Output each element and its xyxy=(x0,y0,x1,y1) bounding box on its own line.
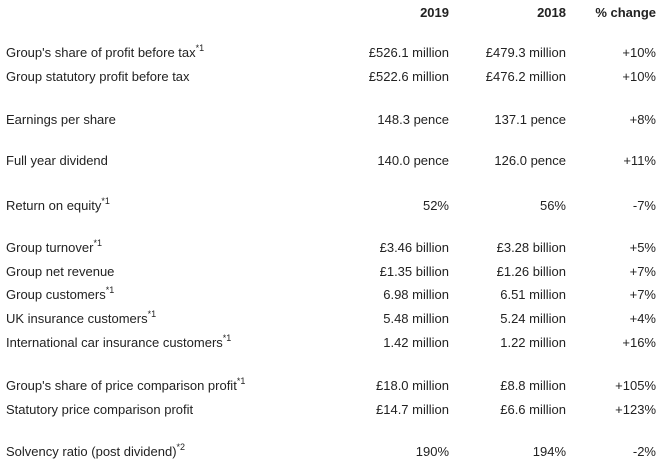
value-2018: 56% xyxy=(539,198,566,213)
value-change: +8% xyxy=(629,112,656,127)
row-label-text: Group net revenue xyxy=(6,264,115,279)
table-row: Group customers*1 6.98 million 6.51 millio… xyxy=(0,284,667,304)
value-2018: £479.3 million xyxy=(485,45,566,60)
table-row: International car insurance customers*1 1… xyxy=(0,332,667,352)
table-row: UK insurance customers*1 5.48 million 5.24… xyxy=(0,308,667,328)
value-2019: £18.0 million xyxy=(376,378,449,393)
value-change: +7% xyxy=(629,287,656,302)
footnote-marker: *1 xyxy=(236,375,246,386)
footnote-marker: *1 xyxy=(105,284,115,295)
value-change: +5% xyxy=(629,240,656,255)
row-label-text: Group statutory profit before tax xyxy=(6,69,190,84)
value-change: +4% xyxy=(629,311,656,326)
row-label: Group customers*1 xyxy=(6,284,115,304)
table-row: Statutory price comparison profit £14.7 m… xyxy=(0,401,667,419)
row-label-text: UK insurance customers xyxy=(6,311,148,326)
value-2019: £14.7 million xyxy=(376,402,449,417)
value-2018: £1.26 billion xyxy=(496,264,566,279)
table-row: Earnings per share 148.3 pence 137.1 pence… xyxy=(0,111,667,129)
value-2018: £476.2 million xyxy=(485,69,566,84)
table-row: Group net revenue £1.35 billion £1.26 bill… xyxy=(0,263,667,281)
row-label-text: Statutory price comparison profit xyxy=(6,402,194,417)
header-2018: 2018 xyxy=(537,5,566,20)
value-2018: 194% xyxy=(532,444,566,459)
value-2019: £1.35 billion xyxy=(379,264,449,279)
value-2019: £3.46 billion xyxy=(379,240,449,255)
value-2019: £526.1 million xyxy=(368,45,449,60)
value-2018: £3.28 billion xyxy=(496,240,566,255)
row-label: Group net revenue xyxy=(6,263,114,281)
value-2019: 148.3 pence xyxy=(377,112,449,127)
value-2018: 1.22 million xyxy=(500,335,566,350)
table-row: Solvency ratio (post dividend)*2 190% 194%… xyxy=(0,441,667,461)
row-label-text: Group customers xyxy=(6,287,106,302)
value-change: +123% xyxy=(615,402,656,417)
value-2019: 52% xyxy=(422,198,449,213)
row-label-text: Earnings per share xyxy=(6,112,116,127)
row-label-text: Return on equity xyxy=(6,198,102,213)
value-2018: 5.24 million xyxy=(500,311,566,326)
header-change: % change xyxy=(595,5,656,20)
table-row: Group's share of profit before tax*1 £526… xyxy=(0,42,667,62)
value-change: +16% xyxy=(622,335,656,350)
value-2019: 140.0 pence xyxy=(377,153,449,168)
value-2019: £522.6 million xyxy=(368,69,449,84)
row-label: Return on equity*1 xyxy=(6,195,110,215)
row-label: International car insurance customers*1 xyxy=(6,332,232,352)
value-change: +7% xyxy=(629,264,656,279)
value-change: -2% xyxy=(632,444,656,459)
row-label: Statutory price comparison profit xyxy=(6,401,193,419)
row-label: Earnings per share xyxy=(6,111,116,129)
footnote-marker: *1 xyxy=(195,42,205,53)
footnote-marker: *1 xyxy=(93,237,102,248)
footnote-marker: *1 xyxy=(101,195,110,206)
value-2019: 6.98 million xyxy=(383,287,449,302)
value-2018: 137.1 pence xyxy=(494,112,566,127)
row-label-text: International car insurance customers xyxy=(6,335,223,350)
table-row: Full year dividend 140.0 pence 126.0 pence… xyxy=(0,152,667,170)
value-2018: 6.51 million xyxy=(500,287,566,302)
value-change: +10% xyxy=(622,69,656,84)
row-label-text: Solvency ratio (post dividend) xyxy=(6,444,177,459)
footnote-marker: *1 xyxy=(147,308,157,319)
value-2018: 126.0 pence xyxy=(494,153,566,168)
row-label: Full year dividend xyxy=(6,152,108,170)
value-2019: 1.42 million xyxy=(383,335,449,350)
value-2019: 5.48 million xyxy=(383,311,449,326)
table-row: Return on equity*1 52% 56% -7% xyxy=(0,195,667,215)
value-change: +11% xyxy=(623,153,656,168)
row-label-text: Group's share of profit before tax xyxy=(6,45,196,60)
value-change: -7% xyxy=(632,198,656,213)
table-row: Group's share of price comparison profit… xyxy=(0,375,667,395)
row-label: Group's share of profit before tax*1 xyxy=(6,42,205,62)
row-label-text: Group turnover xyxy=(6,240,94,255)
table-row: Group statutory profit before tax £522.6 … xyxy=(0,68,667,86)
row-label-text: Full year dividend xyxy=(6,153,108,168)
table-header: 2019 2018 % change xyxy=(0,4,667,22)
value-2018: £8.8 million xyxy=(500,378,566,393)
row-label: Group statutory profit before tax xyxy=(6,68,190,86)
header-2019: 2019 xyxy=(420,5,449,20)
value-2018: £6.6 million xyxy=(500,402,566,417)
footnote-marker: *2 xyxy=(176,441,186,452)
value-change: +10% xyxy=(622,45,656,60)
row-label: Group's share of price comparison profit… xyxy=(6,375,246,395)
row-label-text: Group's share of price comparison profit xyxy=(6,378,237,393)
value-2019: 190% xyxy=(415,444,449,459)
row-label: Group turnover*1 xyxy=(6,237,102,257)
value-change: +105% xyxy=(615,378,656,393)
footnote-marker: *1 xyxy=(222,332,232,343)
row-label: Solvency ratio (post dividend)*2 xyxy=(6,441,186,461)
table-row: Group turnover*1 £3.46 billion £3.28 billi… xyxy=(0,237,667,257)
row-label: UK insurance customers*1 xyxy=(6,308,157,328)
